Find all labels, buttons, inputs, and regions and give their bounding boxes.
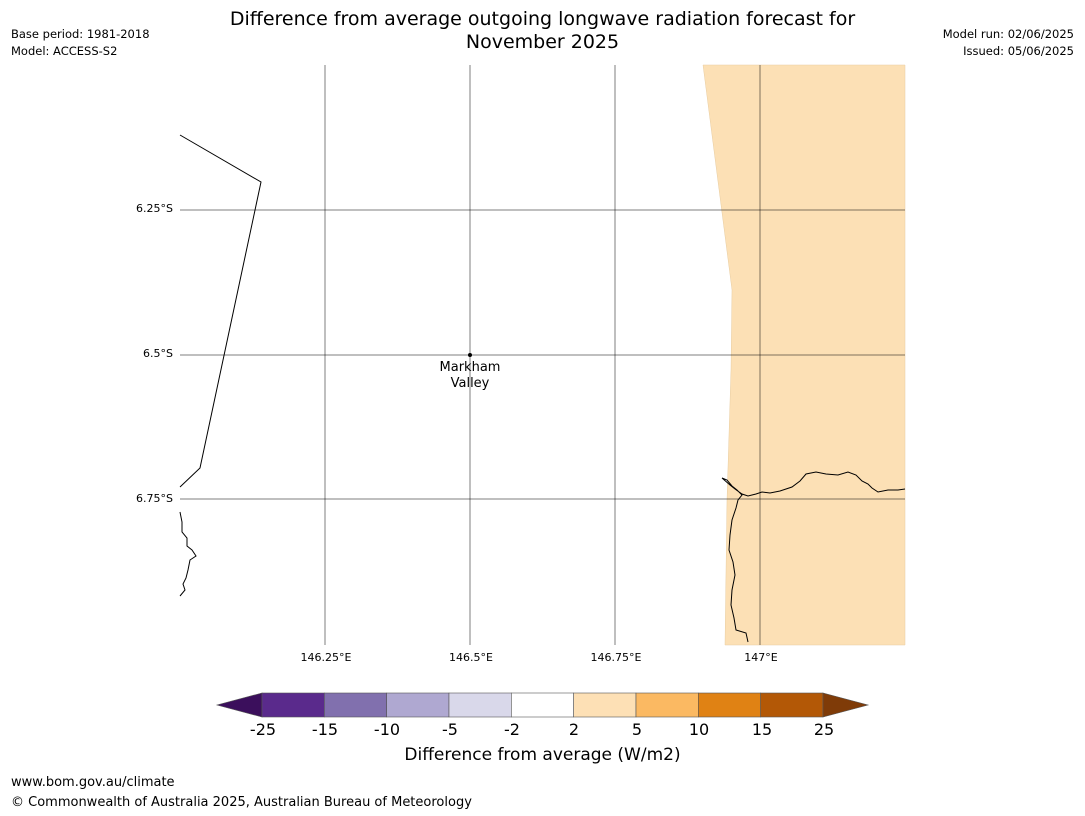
issued-date: Issued: 05/06/2025 (963, 44, 1074, 58)
place-name-line1: Markham (439, 360, 501, 375)
colorbar-label: Difference from average (W/m2) (404, 745, 681, 765)
place-label-markham-valley: Markham Valley (420, 360, 520, 392)
colorbar-swatch (635, 692, 699, 718)
colorbar-swatch (511, 692, 574, 718)
lon-label-146.25E: 146.25°E (300, 651, 352, 664)
meta-left: Base period: 1981-2018 Model: ACCESS-S2 (11, 26, 150, 60)
colorbar-tick: -15 (311, 720, 339, 739)
lon-label-146.5E: 146.5°E (449, 651, 493, 664)
colorbar-tick: 15 (751, 720, 773, 739)
colorbar-extend-low (215, 692, 263, 718)
model-name: Model: ACCESS-S2 (11, 44, 118, 58)
colorbar-tick: 10 (688, 720, 710, 739)
coastline-left (179, 511, 197, 597)
markham-valley-marker (468, 353, 472, 357)
colorbar-swatch (386, 692, 450, 718)
coastline-right (721, 471, 906, 643)
colorbar-extend-high (822, 692, 870, 718)
colorbar-tick: -2 (504, 720, 520, 739)
colorbar-tick: 25 (813, 720, 835, 739)
map-title: Difference from average outgoing longwav… (229, 8, 856, 53)
colorbar-tick: -10 (373, 720, 401, 739)
colorbar-swatch (261, 692, 325, 718)
place-name-line2: Valley (450, 376, 490, 391)
colorbar-swatch (573, 692, 637, 718)
colorbar-tick: 2 (568, 720, 580, 739)
gridlines (180, 65, 905, 645)
model-run: Model run: 02/06/2025 (942, 27, 1074, 41)
colorbar-tick: -5 (442, 720, 458, 739)
border-line (179, 134, 262, 488)
colorbar-tick: 5 (631, 720, 643, 739)
colorbar-tick: -25 (249, 720, 277, 739)
lat-label-6.75S: 6.75°S (136, 492, 173, 505)
lat-label-6.5S: 6.5°S (143, 347, 173, 360)
lat-label-6.25S: 6.25°S (136, 202, 173, 215)
colorbar-swatch (324, 692, 387, 718)
footer-url: www.bom.gov.au/climate (11, 775, 175, 790)
meta-right: Model run: 02/06/2025 Issued: 05/06/2025 (943, 26, 1074, 60)
footer-copyright: © Commonwealth of Australia 2025, Austra… (11, 795, 472, 810)
colorbar-swatch (760, 692, 824, 718)
lon-label-146.75E: 146.75°E (590, 651, 642, 664)
base-period: Base period: 1981-2018 (11, 27, 150, 41)
colorbar-swatch (448, 692, 512, 718)
lon-label-147E: 147°E (744, 651, 778, 664)
colorbar-swatch (698, 692, 761, 718)
